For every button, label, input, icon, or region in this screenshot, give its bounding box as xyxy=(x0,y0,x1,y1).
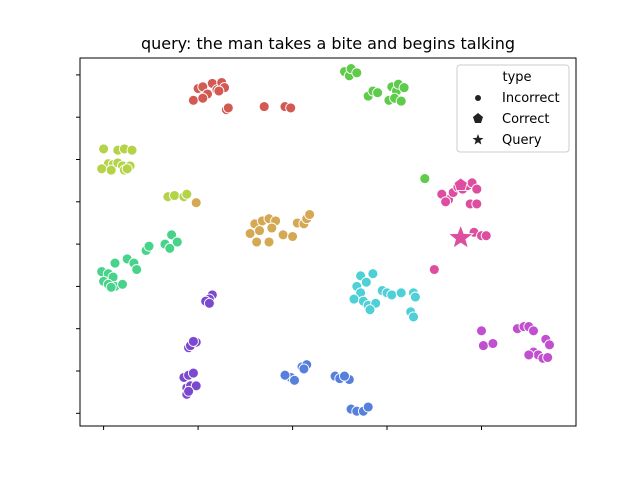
data-point-s1-p3 xyxy=(351,67,363,79)
data-point-s3-p9 xyxy=(287,231,299,242)
plot-frame xyxy=(79,57,577,427)
data-point-s9-p9 xyxy=(339,370,350,382)
data-point-s2-p10 xyxy=(105,164,117,176)
plot-marks xyxy=(96,63,555,417)
data-point-s9-p13 xyxy=(362,401,374,413)
data-point-s3-p7 xyxy=(266,222,278,234)
data-point-s0-p9 xyxy=(197,92,209,104)
data-point-s3-p8 xyxy=(277,229,289,241)
data-point-s9-p5 xyxy=(279,369,291,381)
data-point-s1-p6 xyxy=(372,87,384,99)
data-point-s8-p12 xyxy=(477,340,489,352)
data-point-s5-p8 xyxy=(131,264,143,275)
data-point-s0-p11 xyxy=(222,102,234,114)
data-point-s2-p9 xyxy=(96,163,108,175)
data-point-s8-p10 xyxy=(523,349,535,361)
data-point-s8-p13 xyxy=(487,338,499,349)
data-point-s7-p10 xyxy=(187,367,199,379)
data-point-s5-p2 xyxy=(164,242,176,254)
data-point-s5-p16 xyxy=(117,278,128,290)
query-point xyxy=(447,223,475,250)
data-point-s3-p6 xyxy=(254,225,265,237)
correct-point-0 xyxy=(453,177,468,192)
axis-ticks xyxy=(76,74,482,430)
chart-title: query: the man takes a bite and begins t… xyxy=(141,34,515,53)
data-point-s5-p0 xyxy=(166,229,178,241)
data-point-s0-p7 xyxy=(213,85,225,97)
data-point-s6-p1 xyxy=(367,268,379,280)
data-point-s7-p13 xyxy=(190,380,202,392)
data-point-s0-p14 xyxy=(285,102,297,114)
data-point-s8-p9 xyxy=(542,352,554,363)
data-point-s0-p12 xyxy=(258,101,270,113)
legend-marker-query xyxy=(472,134,484,145)
data-point-s0-p8 xyxy=(187,94,199,106)
legend-label-correct: Correct xyxy=(502,112,549,127)
data-point-s1-p13 xyxy=(395,95,407,107)
legend-box xyxy=(456,64,570,153)
data-point-s8-p5 xyxy=(544,339,555,351)
data-point-s4-p14 xyxy=(428,264,440,275)
data-point-s8-p11 xyxy=(476,325,487,337)
data-point-s8-p3 xyxy=(528,325,539,337)
legend-label-query: Query xyxy=(502,133,542,148)
data-point-s4-p10 xyxy=(471,198,483,210)
data-point-s4-p8 xyxy=(440,196,452,208)
legend-marker-incorrect xyxy=(475,95,481,101)
data-point-s6-p2 xyxy=(360,276,372,288)
data-point-s3-p10 xyxy=(251,236,263,248)
legend-label-incorrect: Incorrect xyxy=(502,91,560,106)
data-point-s3-p11 xyxy=(263,236,275,248)
data-point-s7-p15 xyxy=(183,385,195,397)
data-point-s9-p2 xyxy=(298,363,310,375)
data-point-s6-p5 xyxy=(348,293,360,305)
data-point-s7-p7 xyxy=(187,335,199,347)
data-point-s2-p12 xyxy=(121,163,133,175)
data-point-s6-p13 xyxy=(395,287,407,299)
data-point-s7-p3 xyxy=(203,297,215,309)
data-point-s6-p9 xyxy=(364,304,376,316)
data-point-s1-p14 xyxy=(419,173,431,185)
data-point-s2-p3 xyxy=(126,144,138,156)
legend: type Incorrect Correct Query xyxy=(456,64,570,153)
data-point-s6-p12 xyxy=(386,289,398,301)
data-point-s3-p15 xyxy=(304,209,316,220)
data-point-s6-p17 xyxy=(408,311,419,323)
data-point-s2-p16 xyxy=(181,188,193,200)
data-point-s2-p0 xyxy=(98,143,110,155)
data-point-s3-p0 xyxy=(190,197,202,209)
data-point-s3-p5 xyxy=(244,228,256,239)
data-point-s1-p10 xyxy=(398,82,410,94)
data-point-s5-p5 xyxy=(143,240,155,252)
data-point-s2-p14 xyxy=(169,190,180,201)
data-point-s4-p6 xyxy=(471,183,483,195)
data-point-s6-p15 xyxy=(409,291,421,303)
legend-marker-correct xyxy=(473,113,483,123)
data-point-s5-p9 xyxy=(109,257,121,269)
data-point-s5-p17 xyxy=(105,281,117,293)
data-point-s4-p13 xyxy=(480,230,492,242)
data-point-s5-p3 xyxy=(171,236,183,248)
legend-title: type xyxy=(502,70,531,85)
data-point-s9-p4 xyxy=(289,374,300,386)
